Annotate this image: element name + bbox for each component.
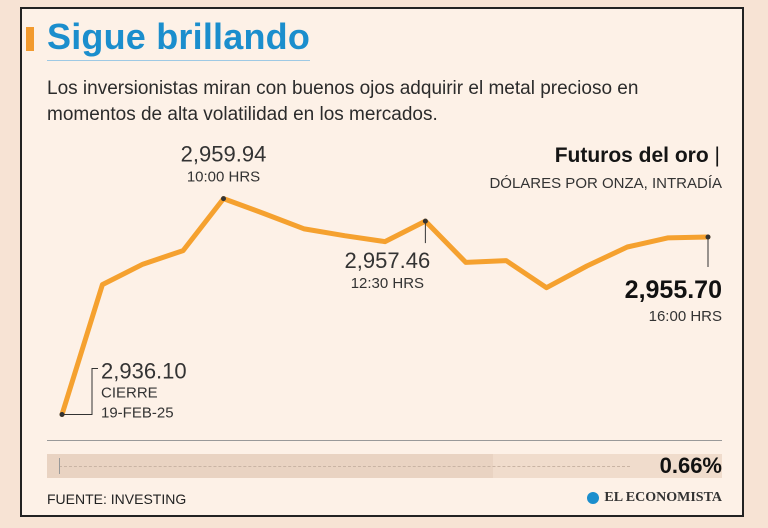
data-point: [384, 241, 386, 243]
annotation-label: 16:00 HRS: [649, 308, 722, 325]
data-point: [142, 263, 144, 265]
annotation-label: 10:00 HRS: [187, 169, 260, 186]
page-title: Sigue brillando: [47, 16, 311, 61]
chart-title: Futuros del oro |: [555, 144, 720, 168]
change-bar: [47, 454, 722, 478]
data-point: [546, 287, 547, 289]
brand-icon: [587, 492, 600, 504]
change-bar-start-tick: [59, 458, 60, 474]
data-point: [101, 284, 103, 286]
data-point: [505, 260, 507, 262]
annotation-leader: [64, 367, 98, 415]
data-point: [344, 235, 346, 237]
chart-title-separator: |: [714, 144, 720, 167]
chart-frame: [20, 7, 744, 517]
annotation-marker: [59, 411, 65, 417]
page-subtitle: Los inversionistas miran con buenos ojos…: [47, 78, 639, 125]
data-point: [626, 246, 628, 248]
annotation-value: 2,957.46: [345, 248, 431, 273]
annotation-value: 2,959.94: [181, 142, 267, 167]
chart-subtitle: DÓLARES POR ONZA, INTRADÍA: [489, 175, 722, 192]
data-point: [182, 250, 184, 252]
annotation-value: 2,955.70: [625, 276, 722, 304]
annotation-label: CIERRE: [101, 384, 158, 401]
data-point: [667, 237, 669, 239]
chart-baseline: [47, 440, 722, 441]
annotation-marker: [221, 196, 226, 202]
chart-title-text: Futuros del oro: [554, 144, 709, 167]
change-percent: 0.66%: [659, 453, 722, 478]
brand-name: EL ECONOMISTA: [604, 490, 722, 505]
title-accent-bar: [26, 27, 34, 51]
data-point: [465, 261, 467, 263]
data-point: [303, 228, 305, 230]
annotation-value: 2,936.10: [101, 358, 187, 383]
data-point: [263, 212, 265, 214]
annotation-date: 19-FEB-25: [101, 404, 174, 421]
data-point: [586, 265, 588, 267]
change-bar-guide: [59, 466, 630, 467]
brand-logo: EL ECONOMISTA: [587, 490, 722, 506]
annotation-label: 12:30 HRS: [351, 275, 424, 292]
source-note: FUENTE: INVESTING: [47, 491, 187, 507]
